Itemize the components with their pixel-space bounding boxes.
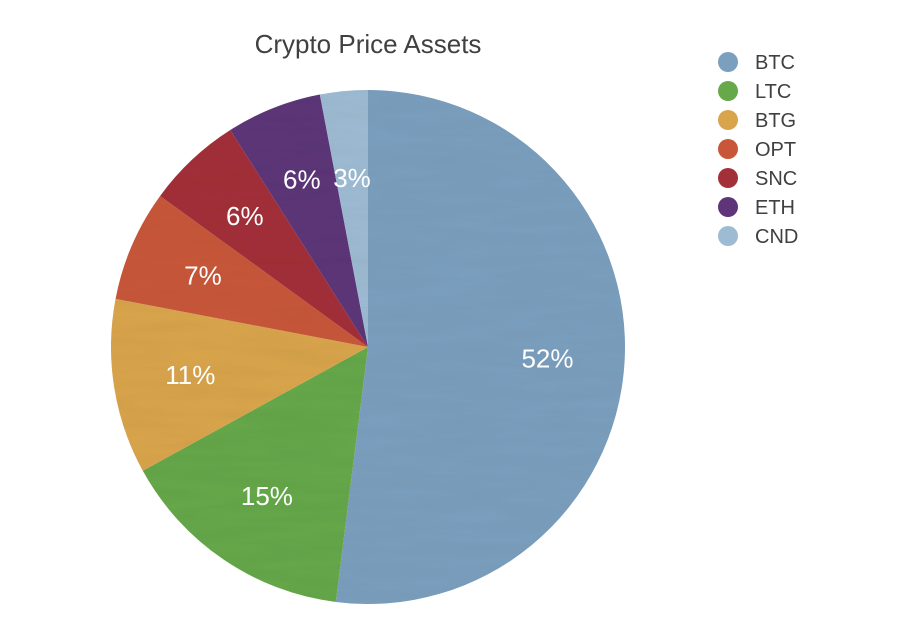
slice-label-btc: 52% bbox=[521, 343, 573, 373]
pie-slice-btc bbox=[335, 90, 625, 604]
slice-label-btg: 11% bbox=[165, 360, 215, 390]
pie-slices bbox=[110, 90, 625, 604]
pie-slice-ltc bbox=[142, 347, 368, 602]
legend-swatch-snc bbox=[718, 168, 738, 188]
legend-label-opt: OPT bbox=[755, 139, 796, 161]
legend: BTC LTC BTG OPT SNC ETH CND bbox=[718, 52, 798, 248]
legend-label-ltc: LTC bbox=[755, 81, 791, 103]
pie-slice-eth bbox=[230, 94, 368, 347]
pie-slice-snc bbox=[160, 130, 368, 347]
legend-swatch-eth bbox=[718, 197, 738, 217]
legend-swatch-btc bbox=[718, 52, 738, 72]
legend-label-cnd: CND bbox=[755, 226, 798, 248]
pie-slice-opt bbox=[115, 195, 368, 347]
slice-label-eth: 6% bbox=[283, 165, 321, 195]
legend-label-snc: SNC bbox=[755, 168, 797, 190]
legend-swatch-opt bbox=[718, 139, 738, 159]
pie-slice-cnd bbox=[319, 90, 368, 347]
legend-swatch-btg bbox=[718, 110, 738, 130]
pie-slice-labels: 52%15%11%7%6%6% 3% bbox=[165, 163, 573, 511]
legend-swatch-cnd bbox=[718, 226, 738, 246]
slice-label-ltc: 15% bbox=[241, 481, 293, 511]
legend-label-btg: BTG bbox=[755, 110, 796, 132]
legend-swatch-ltc bbox=[718, 81, 738, 101]
slice-label-cnd: 3% bbox=[333, 163, 371, 193]
pie-slice-btg bbox=[110, 298, 368, 471]
legend-label-eth: ETH bbox=[755, 197, 795, 219]
slice-label-opt: 7% bbox=[184, 261, 222, 291]
slice-label-snc: 6% bbox=[226, 201, 264, 231]
legend-label-btc: BTC bbox=[755, 52, 795, 74]
chart-title: Crypto Price Assets bbox=[255, 29, 482, 59]
